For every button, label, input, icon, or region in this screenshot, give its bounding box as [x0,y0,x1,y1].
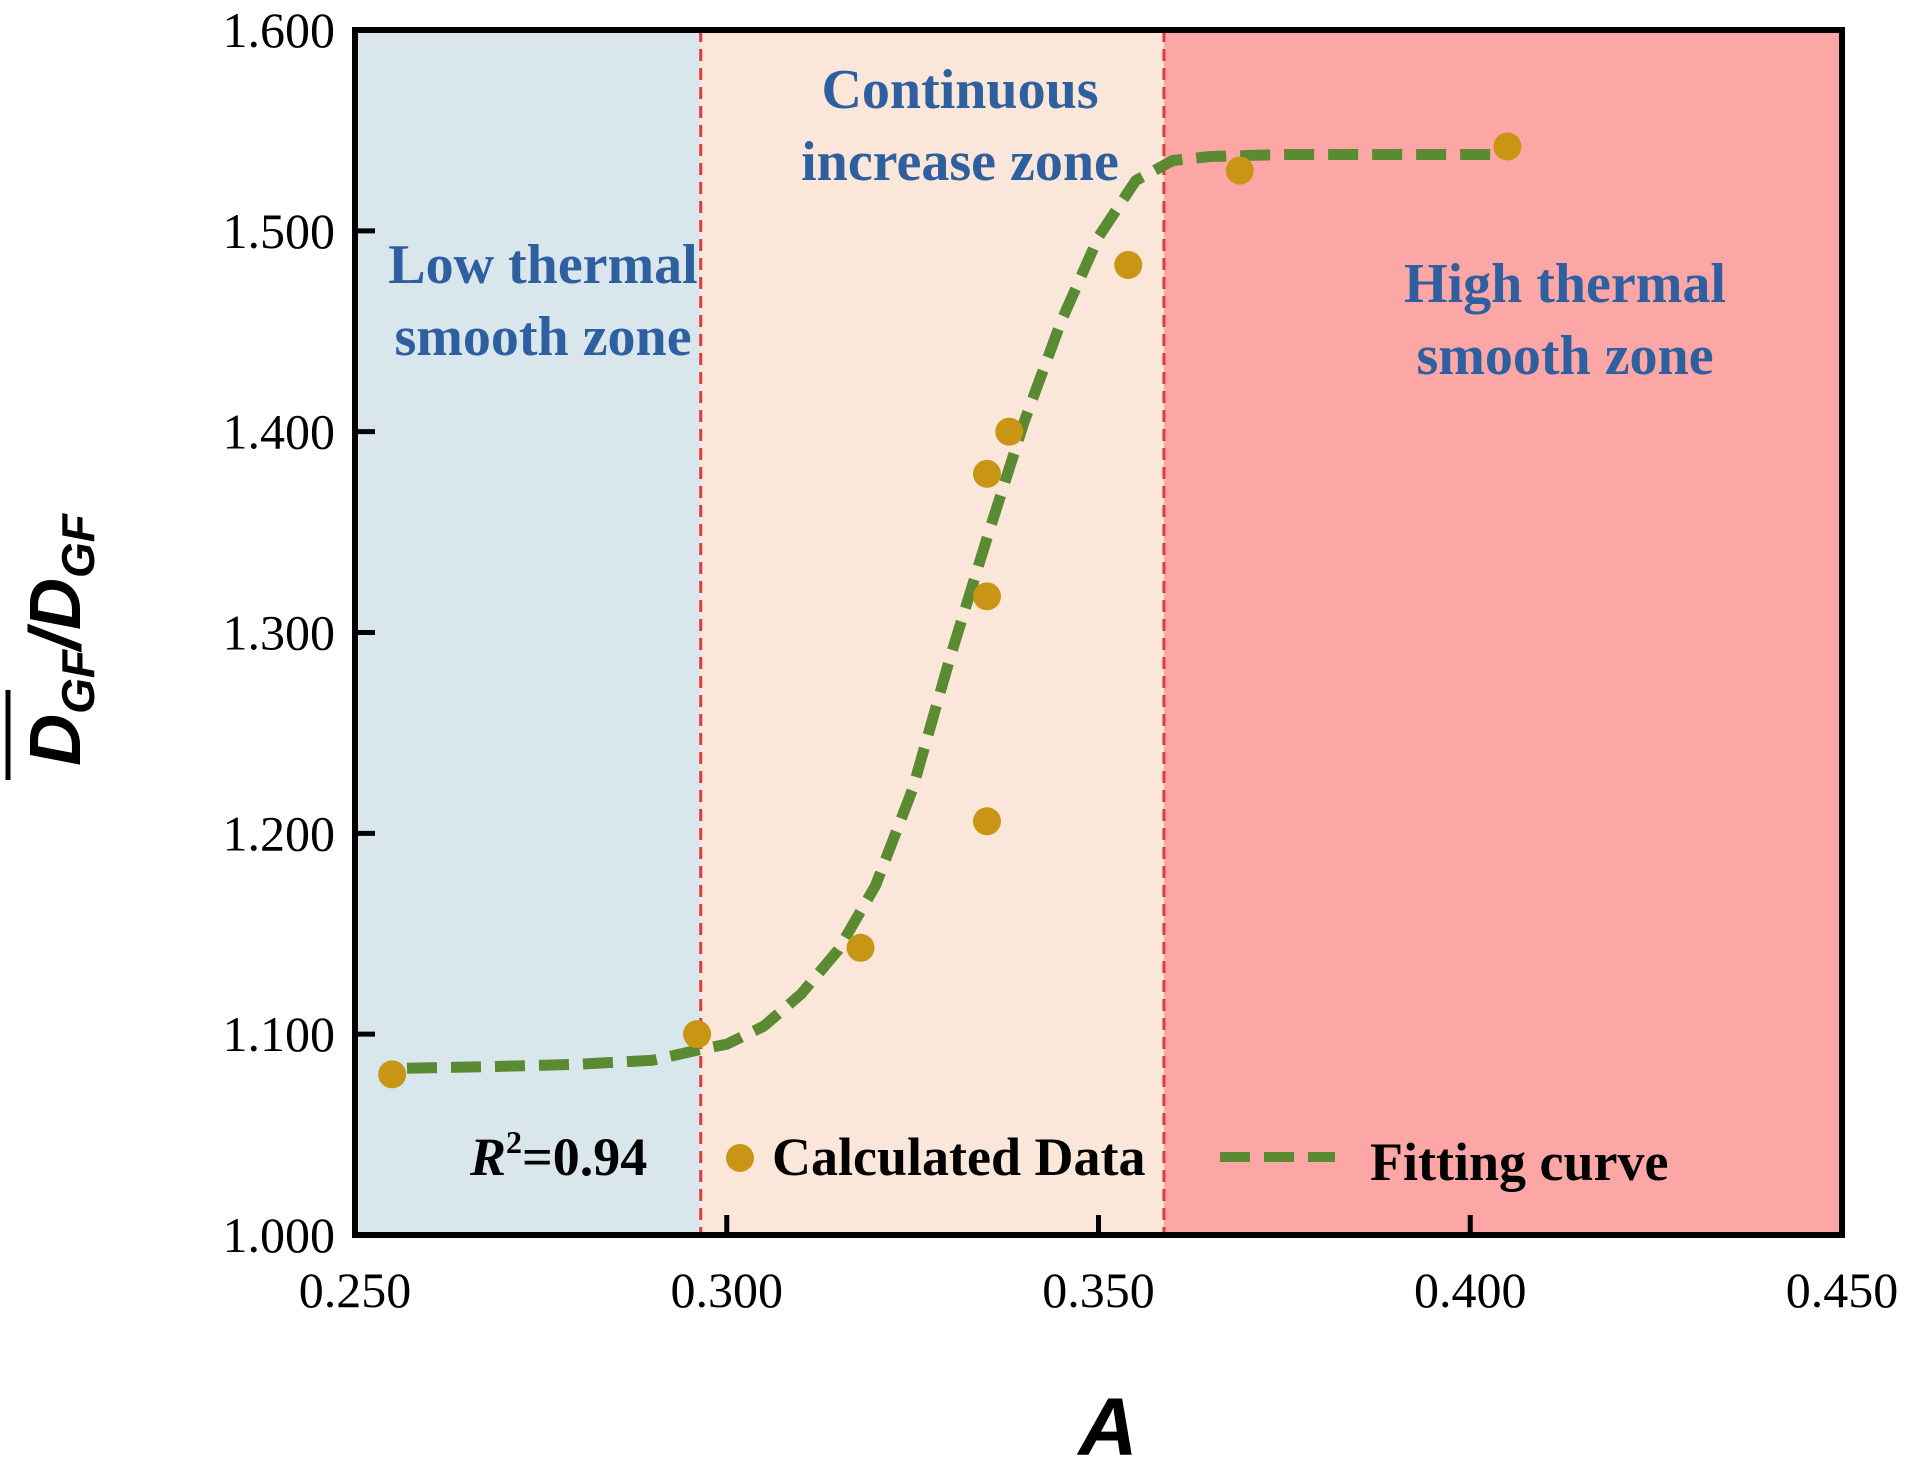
y-tick-label: 1.300 [223,605,336,661]
y-title-numerator-sub: GF [52,648,104,714]
y-title-denominator: D [16,578,96,630]
data-point [972,807,1001,836]
x-tick-label: 0.450 [1786,1262,1899,1318]
r-squared-annotation: R2=0.94 [469,1124,647,1187]
zone-high-label-line-2: smooth zone [1416,325,1713,387]
y-axis-ticks: 1.000 1.100 1.200 1.300 1.400 1.500 1.600 [223,2,375,1263]
r-squared-symbol: R [469,1127,506,1187]
legend: R2=0.94 Calculated Data Fitting curve [469,1124,1668,1192]
y-title-numerator: D [16,714,96,766]
y-title-denominator-sub: GF [52,512,104,578]
zone-low-label-line-2: smooth zone [394,306,691,368]
x-axis-title: A [1076,1382,1137,1466]
zone-labels: Low thermal smooth zone Continuous increase… [388,59,1726,387]
r-squared-value: =0.94 [522,1127,647,1187]
zone-low-background [355,30,701,1235]
x-tick-label: 0.350 [1042,1262,1155,1318]
x-axis-ticks: 0.250 0.300 0.350 0.400 0.450 [299,1215,1899,1318]
y-tick-label: 1.600 [223,2,336,58]
calculated-data-layer [378,132,1522,1089]
legend-label-fitting-curve: Fitting curve [1370,1132,1668,1192]
y-tick-label: 1.000 [223,1207,336,1263]
zone-boundaries [699,30,1166,1235]
data-point [846,933,875,962]
zone-low-label-line-1: Low thermal [388,234,698,296]
zone-continuous-label-line-2: increase zone [801,131,1119,193]
data-point [972,582,1001,611]
y-tick-label: 1.200 [223,805,336,861]
fitting-curve-layer [406,149,1508,1074]
data-point [1225,156,1254,185]
data-point [1114,250,1143,279]
data-point [995,417,1024,446]
legend-marker-calculated-data [726,1144,754,1172]
zone-backgrounds [355,30,1842,1235]
y-tick-label: 1.100 [223,1006,336,1062]
legend-label-calculated-data: Calculated Data [772,1127,1145,1187]
data-point [683,1020,712,1049]
zone-high-background [1163,30,1842,1235]
zone-continuous-label-line-1: Continuous [821,59,1098,121]
data-point [378,1060,407,1089]
r-squared-exponent: 2 [506,1124,522,1160]
x-tick-label: 0.300 [671,1262,784,1318]
zone-high-label-line-1: High thermal [1404,253,1726,315]
x-tick-label: 0.400 [1414,1262,1527,1318]
data-point [972,459,1001,488]
y-axis-title: DGF/DGF [5,512,104,780]
y-axis-title-text: DGF/DGF [16,512,104,766]
fitting-curve-line [406,149,1508,1074]
data-point [1493,132,1522,161]
zone-continuous-background [700,30,1164,1235]
x-tick-label: 0.250 [299,1262,412,1318]
y-tick-label: 1.400 [223,404,336,460]
y-tick-label: 1.500 [223,203,336,259]
